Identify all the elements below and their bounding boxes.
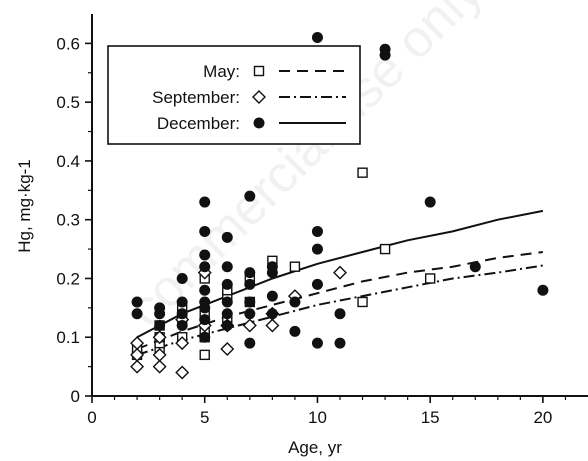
point-series-2-8 — [176, 272, 188, 284]
y-tick-label-5: 0.5 — [56, 93, 80, 112]
point-series-2-45 — [424, 196, 436, 208]
point-series-2-0 — [131, 308, 143, 320]
y-tick-label-4: 0.4 — [56, 152, 80, 171]
point-series-2-16 — [199, 225, 211, 237]
point-series-1-3 — [152, 359, 167, 374]
point-series-1-13 — [242, 318, 257, 333]
point-series-2-44 — [379, 43, 391, 55]
x-tick-label-1: 5 — [200, 408, 209, 427]
legend-box — [107, 45, 361, 145]
point-series-1-0 — [130, 359, 145, 374]
legend-label-2: December: — [157, 114, 240, 133]
point-series-0-24 — [424, 273, 436, 284]
point-series-2-9 — [199, 331, 211, 343]
point-series-0-23 — [379, 243, 391, 255]
y-tick-label-2: 0.2 — [56, 269, 80, 288]
point-series-2-5 — [176, 319, 188, 331]
point-series-2-27 — [244, 278, 256, 290]
y-tick-label-0: 0 — [71, 387, 80, 406]
x-tick-label-4: 20 — [533, 408, 552, 427]
axes: 0 5 10 15 20 0 0.1 0.2 0.3 0.4 0.5 0.6 — [56, 14, 588, 427]
point-series-2-34 — [289, 325, 301, 337]
y-axis-title: Hg, mg·kg-1 — [15, 159, 34, 253]
legend-marker-1 — [252, 90, 266, 104]
legend: May: September: December: — [107, 45, 361, 145]
point-series-2-4 — [154, 302, 166, 314]
point-series-2-31 — [266, 290, 278, 302]
point-series-2-33 — [266, 261, 278, 273]
point-series-2-18 — [221, 319, 233, 331]
legend-label-0: May: — [203, 62, 240, 81]
point-series-1-2 — [130, 336, 145, 351]
point-series-2-15 — [199, 249, 211, 261]
point-series-0-9 — [199, 349, 210, 361]
point-series-2-13 — [199, 284, 211, 296]
point-series-2-14 — [199, 261, 211, 273]
y-tick-label-6: 0.6 — [56, 34, 80, 53]
point-series-2-41 — [334, 337, 346, 349]
point-series-2-30 — [266, 308, 278, 320]
point-series-2-6 — [176, 308, 188, 320]
x-tick-label-2: 10 — [308, 408, 327, 427]
point-series-2-2 — [154, 319, 166, 331]
point-series-2-17 — [199, 196, 211, 208]
point-series-2-28 — [244, 267, 256, 279]
point-series-1-4 — [152, 347, 167, 362]
point-series-2-24 — [244, 337, 256, 349]
point-series-2-35 — [289, 296, 301, 308]
point-series-2-20 — [221, 296, 233, 308]
point-series-2-37 — [311, 278, 323, 290]
point-series-2-38 — [311, 243, 323, 255]
point-series-1-11 — [220, 341, 235, 356]
point-series-2-19 — [221, 308, 233, 320]
point-series-2-36 — [311, 337, 323, 349]
point-series-2-42 — [334, 308, 346, 320]
point-series-2-26 — [244, 296, 256, 308]
legend-marker-2 — [253, 117, 265, 129]
point-series-2-29 — [244, 190, 256, 202]
point-series-2-39 — [311, 225, 323, 237]
point-series-0-21 — [357, 296, 368, 308]
y-tick-label-3: 0.3 — [56, 211, 80, 230]
point-series-0-20 — [289, 261, 301, 272]
point-series-2-46 — [469, 261, 481, 273]
y-tick-label-1: 0.1 — [56, 328, 80, 347]
point-series-1-17 — [333, 265, 347, 280]
point-series-1-7 — [175, 336, 190, 351]
x-tick-label-0: 0 — [87, 408, 96, 427]
point-series-2-25 — [244, 308, 256, 320]
point-series-2-1 — [131, 296, 143, 308]
legend-label-1: September: — [152, 88, 240, 107]
point-series-1-1 — [130, 347, 145, 362]
point-series-2-12 — [199, 296, 211, 308]
x-tick-label-3: 15 — [421, 408, 440, 427]
point-series-2-21 — [221, 278, 233, 290]
point-series-2-10 — [199, 314, 211, 326]
point-series-1-6 — [175, 365, 190, 380]
point-series-2-7 — [176, 296, 188, 308]
point-series-2-47 — [537, 284, 549, 296]
point-series-1-5 — [152, 330, 167, 345]
point-series-2-40 — [311, 32, 323, 44]
point-series-1-14 — [265, 318, 280, 333]
point-series-2-22 — [221, 261, 233, 273]
x-axis-title: Age, yr — [288, 438, 342, 457]
data-points — [130, 32, 549, 380]
legend-marker-0 — [253, 65, 265, 77]
point-series-2-23 — [221, 231, 233, 243]
point-series-0-22 — [357, 167, 368, 178]
